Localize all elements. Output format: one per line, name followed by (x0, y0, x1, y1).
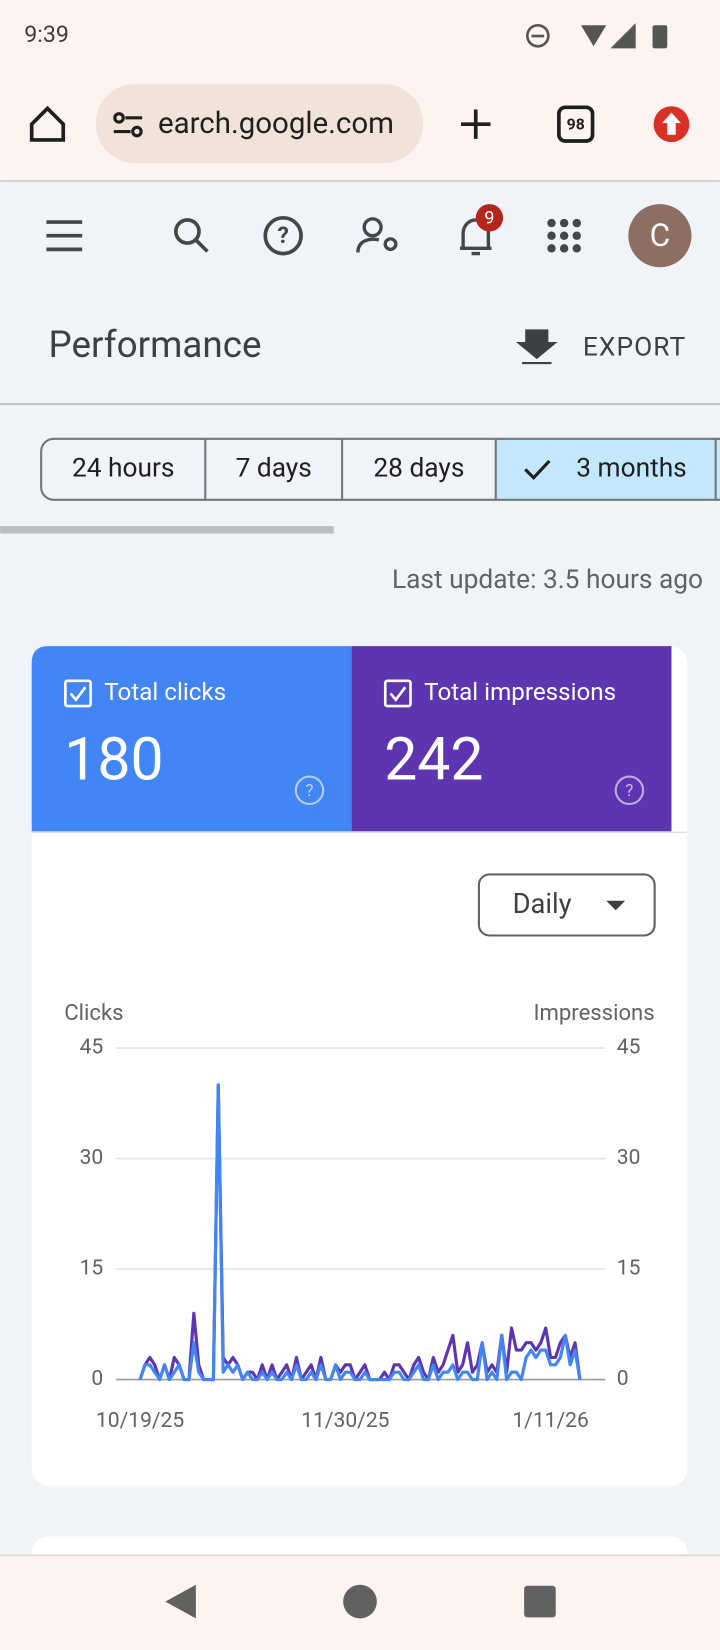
last-update: Last update: 3.5 hours ago (392, 565, 703, 595)
url-text: earch.google.com (158, 107, 394, 141)
range-chip[interactable]: 7 days (236, 453, 312, 483)
help-mark: ? (625, 781, 633, 801)
status-time: 9:39 (24, 21, 69, 48)
scroll-indicator (0, 526, 334, 534)
range-chip[interactable]: 24 hours (72, 453, 175, 483)
clicks-card[interactable] (31, 646, 352, 832)
metric-help-icons[interactable] (294, 775, 645, 806)
chart: 0 15 30 45 0 15 30 45 10/19/25 11/30/25 1/11/26 (80, 1035, 641, 1434)
x-tick-label: 10/19/25 (96, 1408, 184, 1433)
y-axis-title: Clicks (64, 1001, 123, 1026)
export-button[interactable]: EXPORT (583, 332, 686, 362)
nav-back[interactable] (165, 1584, 196, 1619)
new-tab-button[interactable] (461, 109, 491, 139)
check-icon (524, 459, 551, 481)
granularity-dropdown[interactable] (477, 873, 656, 937)
series-line (138, 1083, 582, 1382)
selected-chip-bg (495, 438, 720, 500)
x-tick-label: 11/30/25 (301, 1408, 389, 1433)
y2-tick-label: 30 (617, 1145, 641, 1170)
svg-text:?: ? (277, 222, 289, 249)
x-tick-label: 1/11/26 (512, 1408, 588, 1433)
tab-count: 98 (567, 114, 585, 133)
nav-recents[interactable] (524, 1585, 556, 1618)
metric-checkboxes[interactable] (64, 679, 412, 708)
avatar-initial: C (650, 217, 671, 254)
notifications-button[interactable]: 9 (459, 204, 504, 256)
export-icon[interactable] (515, 329, 558, 365)
menu-button[interactable] (46, 220, 83, 252)
notification-badge: 9 (484, 208, 494, 229)
chip-separators (204, 438, 717, 500)
y-tick-label: 45 (80, 1035, 104, 1060)
chip-outline (40, 437, 720, 501)
help-button[interactable]: ? (263, 215, 303, 256)
url-bar[interactable] (95, 84, 424, 164)
y-tick-label: 30 (80, 1145, 104, 1170)
y2-axis-title: Impressions (534, 1001, 655, 1026)
range-chip[interactable]: 28 days (373, 453, 464, 483)
nav-home[interactable] (343, 1584, 377, 1619)
search-button[interactable] (174, 218, 209, 253)
avatar[interactable] (628, 204, 692, 268)
app-toolbar: ? 9 C (46, 204, 692, 268)
range-chip-selected[interactable]: 3 months (576, 453, 687, 483)
performance-card (31, 646, 688, 1486)
admin-button[interactable] (356, 217, 398, 253)
page-title: Performance (49, 323, 262, 366)
metric-label: Total impressions (424, 678, 616, 706)
apps-button[interactable] (547, 218, 581, 253)
y2-tick-label: 45 (617, 1035, 641, 1060)
granularity-value: Daily (513, 888, 572, 920)
date-range-chips: 24 hours 7 days 28 days 3 months (40, 437, 720, 501)
dropdown-arrow (606, 900, 626, 911)
y-tick-label: 0 (91, 1366, 103, 1391)
y2-tick-label: 0 (617, 1366, 629, 1391)
home-button[interactable] (29, 105, 66, 142)
y2-tick-label: 15 (617, 1256, 641, 1281)
impressions-card[interactable] (351, 646, 672, 832)
metric-label: Total clicks (104, 678, 226, 706)
metric-value: 180 (64, 726, 163, 795)
metric-value: 242 (384, 726, 483, 795)
site-settings-icon[interactable] (113, 112, 143, 138)
tab-switcher[interactable] (557, 105, 595, 143)
update-arrow (662, 112, 681, 135)
y-tick-label: 15 (80, 1256, 104, 1281)
help-mark: ? (306, 781, 314, 801)
status-icons (525, 23, 668, 49)
